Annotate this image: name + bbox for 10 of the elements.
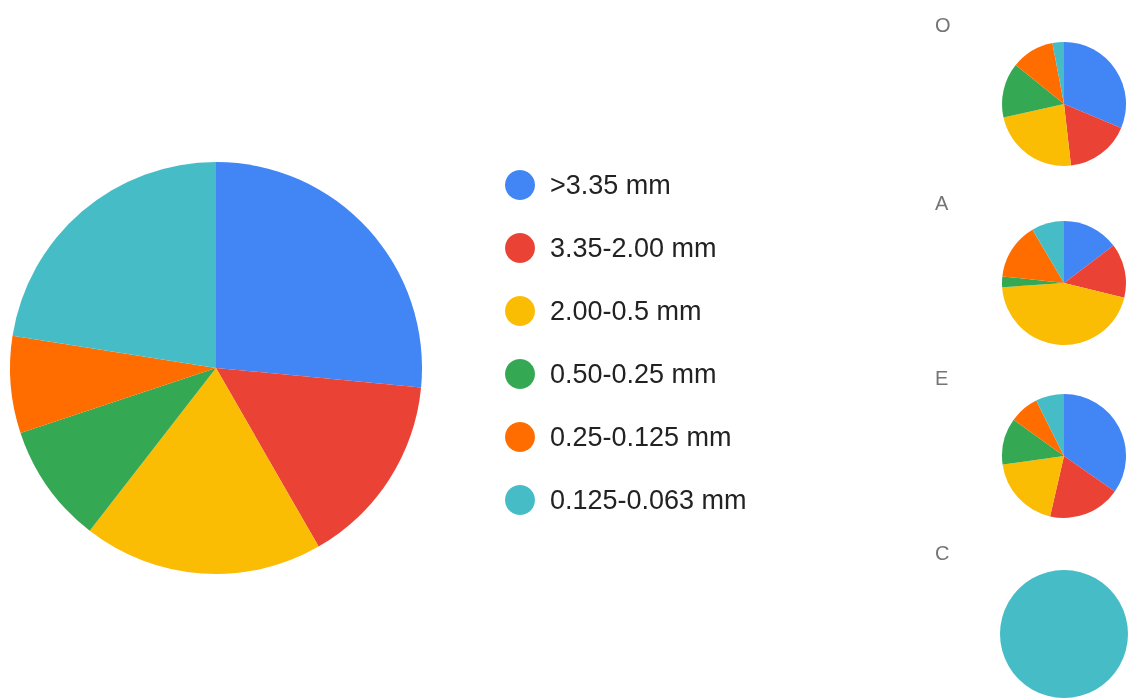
- chart-title: C: [935, 542, 950, 564]
- legend-label: >3.35 mm: [550, 170, 671, 200]
- legend-label: 2.00-0.5 mm: [550, 296, 702, 326]
- legend-label: 0.125-0.063 mm: [550, 485, 747, 515]
- chart-title: E: [935, 367, 949, 389]
- legend-label: 3.35-2.00 mm: [550, 233, 717, 263]
- legend-label: 0.50-0.25 mm: [550, 359, 717, 389]
- legend-label: 0.25-0.125 mm: [550, 422, 732, 452]
- chart-title: O: [935, 14, 951, 36]
- chart-title: A: [935, 192, 949, 214]
